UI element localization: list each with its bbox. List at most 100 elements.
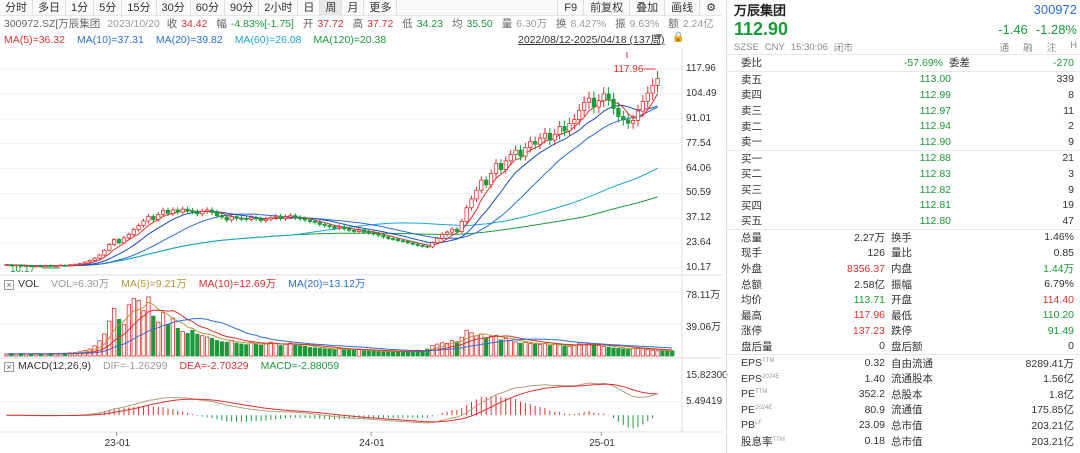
- volume-bar: [670, 350, 675, 357]
- candle: [102, 248, 107, 257]
- candle: [479, 176, 484, 194]
- settings-icon[interactable]: ⚙: [699, 0, 722, 16]
- period-tab-6[interactable]: 60分: [191, 0, 225, 16]
- volume-bar: [273, 343, 278, 357]
- vol-legend: × VOL VOL=6.30万 MA(5)=9.21万 MA(10)=12.69万 MA(…: [4, 277, 377, 291]
- period-tab-0[interactable]: 分时: [0, 0, 33, 16]
- volume-bar: [283, 343, 288, 357]
- stat-label: 涨停: [741, 325, 762, 338]
- volume-bar: [523, 341, 528, 357]
- candle: [415, 242, 420, 247]
- volume-bar: [293, 344, 298, 357]
- period-tab-4[interactable]: 15分: [122, 0, 157, 16]
- stat-row: 现手 126 量比 0.85: [727, 245, 1080, 261]
- period-tab-5[interactable]: 30分: [157, 0, 191, 16]
- level-volume: 9: [1068, 183, 1074, 196]
- candle: [156, 211, 161, 222]
- order-level[interactable]: 买二 112.83 3: [727, 166, 1080, 182]
- stat-row: 涨停 137.23 跌停 91.49: [727, 323, 1080, 339]
- fundamental-row: EPS2024E 1.40 流通股本 1.56亿: [727, 371, 1080, 387]
- order-level[interactable]: 卖一 112.90 9: [727, 134, 1080, 150]
- candle: [146, 213, 151, 224]
- trade-flag-3[interactable]: H: [1070, 40, 1077, 51]
- candle: [258, 216, 264, 223]
- period-tab-3[interactable]: 5分: [94, 0, 123, 16]
- candle: [219, 213, 224, 220]
- candle: [533, 136, 538, 150]
- candle: [650, 78, 655, 100]
- trade-flag-1[interactable]: 融: [1023, 43, 1033, 54]
- ma_legend-item-2: MA(20)=39.82: [155, 34, 223, 46]
- period-tab-1[interactable]: 多日: [33, 0, 66, 16]
- period-tab-7[interactable]: 90分: [225, 0, 260, 16]
- candle: [376, 232, 381, 238]
- order-level[interactable]: 买一 112.88 21: [727, 151, 1080, 167]
- candle: [141, 218, 146, 228]
- order-level[interactable]: 卖五 113.00 339: [727, 72, 1080, 88]
- fund-label-suffix: TTM: [755, 389, 768, 396]
- order-level[interactable]: 买三 112.82 9: [727, 182, 1080, 198]
- stat-label: 盘后量: [741, 340, 773, 353]
- volume-bar: [616, 348, 621, 357]
- candle: [165, 207, 171, 216]
- candle: [459, 219, 464, 234]
- fund-label-text: EPS: [741, 357, 763, 370]
- period-tab-2[interactable]: 1分: [66, 0, 95, 16]
- period-tab-12[interactable]: 更多: [364, 0, 398, 16]
- period-tab-11[interactable]: 月: [342, 0, 365, 16]
- order-level[interactable]: 卖四 112.99 8: [727, 87, 1080, 103]
- candle: [317, 220, 322, 227]
- collapse-box-icon[interactable]: ×: [4, 362, 14, 372]
- toolbar-action-3[interactable]: 画线: [664, 0, 699, 16]
- candle: [420, 243, 425, 248]
- open-label: 开: [302, 18, 314, 30]
- volume-bar: [146, 296, 151, 357]
- candle: [498, 159, 504, 174]
- period-tab-9[interactable]: 日: [298, 0, 321, 16]
- fundamentals: EPSTTM 0.32 自由流通 8289.41万 EPS2024E 1.40 流通股本 1.…: [727, 355, 1080, 449]
- ma_legend-item-1: MA(10)=37.31: [77, 34, 144, 46]
- period-tab-10[interactable]: 周: [320, 0, 343, 16]
- diff-value: -270: [1052, 56, 1074, 69]
- toolbar-action-1[interactable]: 前复权: [583, 0, 629, 16]
- volume-bar: [577, 343, 582, 357]
- vol_legend-item-4: MA(20)=13.12万: [288, 278, 366, 290]
- market-meta: SZSE CNY 15:30:06 闭市 通 融 注 H: [727, 40, 1080, 54]
- range-lock-icon[interactable]: 🔒: [672, 32, 685, 43]
- stat-label: 外盘: [741, 263, 762, 276]
- vol_legend-item-1: VOL=6.30万: [51, 278, 110, 290]
- volume-bar: [337, 347, 342, 357]
- candle: [195, 209, 200, 217]
- volume-bar: [572, 345, 577, 357]
- toolbar-action-2[interactable]: 叠加: [629, 0, 664, 16]
- kline-chart[interactable]: 117.96 10.17: [0, 0, 722, 453]
- level-price: 112.99: [919, 88, 951, 101]
- trade-flag-0[interactable]: 通: [999, 43, 1010, 54]
- collapse-icon[interactable]: ▼: [654, 32, 664, 43]
- candle: [298, 215, 303, 222]
- candle: [488, 169, 494, 189]
- date-range-selector[interactable]: 2022/08/12-2025/04/18 (137周): [518, 34, 665, 46]
- candle: [38, 265, 43, 268]
- diff-label: 委差: [949, 57, 970, 70]
- level-label: 买三: [741, 184, 762, 197]
- candle: [621, 110, 626, 126]
- toolbar-action-0[interactable]: F9: [557, 0, 583, 16]
- order-level[interactable]: 卖三 112.97 11: [727, 103, 1080, 119]
- order-level[interactable]: 买四 112.81 19: [727, 197, 1080, 213]
- volume-bar: [205, 336, 210, 357]
- collapse-box-icon[interactable]: ×: [4, 280, 14, 290]
- quote-line: 300972.SZ[万辰集团 2023/10/20 收 34.42 幅 -4.83%…: [4, 17, 718, 31]
- quote-date: 2023/10/20: [107, 18, 160, 30]
- order-level[interactable]: 买五 112.80 47: [727, 213, 1080, 229]
- candle: [58, 264, 63, 267]
- level-label: 卖五: [741, 73, 762, 86]
- candle: [577, 104, 582, 126]
- order-level[interactable]: 卖二 112.94 2: [727, 118, 1080, 134]
- period-tab-8[interactable]: 2小时: [259, 0, 299, 16]
- candle: [508, 149, 513, 166]
- quote-time: 15:30:06: [790, 41, 828, 53]
- stock-code-link[interactable]: 300972: [1033, 1, 1077, 17]
- trade-flag-2[interactable]: 注: [1046, 43, 1057, 54]
